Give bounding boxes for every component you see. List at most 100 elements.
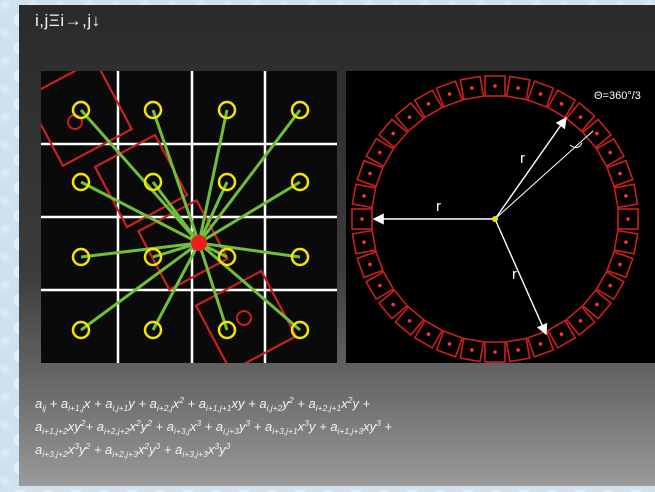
ring-patch-dot	[426, 332, 431, 336]
ring-patch-box	[435, 330, 464, 358]
spoke-line	[198, 241, 301, 332]
ring-patch-dot	[618, 262, 622, 267]
spoke-line	[80, 241, 200, 259]
ring-patch	[606, 250, 634, 279]
formula-term: y + a	[128, 396, 157, 411]
ring-patch-box	[606, 159, 634, 188]
formula-term: + a	[293, 396, 316, 411]
formula-subscript: i+1,j+3	[337, 426, 364, 436]
ring-patch	[565, 101, 596, 133]
ring-patch-box	[505, 337, 531, 363]
spoke-line	[79, 109, 201, 244]
ring-patch-box	[526, 80, 555, 108]
ring-patch-box	[613, 183, 639, 209]
spoke-line	[197, 109, 229, 244]
sample-point	[290, 172, 310, 192]
ring-patch-dot	[391, 302, 395, 307]
sample-point	[217, 100, 237, 120]
circular-sampling-diagram: Θ=360°/3 r r r	[346, 71, 655, 363]
sample-point	[217, 320, 237, 340]
ring-patch-dot	[378, 283, 382, 288]
spoke-line	[151, 242, 201, 331]
sample-point	[71, 172, 91, 192]
formula-exponent: 2	[288, 395, 294, 405]
angle-label: Θ=360°/3	[594, 90, 641, 102]
formula-subscript: i+3,j	[173, 426, 190, 436]
ring-patch-dot	[578, 115, 583, 119]
ring-patch-box	[565, 101, 596, 133]
formula-term: x	[137, 442, 145, 457]
formula-line: ai+3,j+2x3y2 + ai+2,j+3x2y3 + ai+3,j+3x3…	[35, 438, 645, 461]
ring-patch-box	[505, 75, 531, 101]
formula-exponent: 2	[85, 441, 91, 451]
ring-patch	[484, 75, 506, 97]
formula-term: x	[189, 419, 197, 434]
ring-patch-dot	[447, 342, 452, 346]
formula-exponent: 3	[74, 441, 79, 451]
formula-term: + a	[201, 419, 224, 434]
ring-patch-box	[459, 337, 485, 363]
spoke-line	[80, 241, 200, 332]
sample-point	[71, 100, 91, 120]
ring-patch-box	[546, 319, 577, 349]
formula-exponent: 2	[347, 395, 353, 405]
grid-sampling-diagram	[24, 58, 337, 373]
formula-term: y + a	[309, 419, 338, 434]
sample-point	[143, 100, 163, 120]
angle-guide-line	[494, 130, 594, 220]
ring-patch	[526, 330, 555, 358]
ring-patch-dot	[516, 348, 520, 352]
formula-line: aij + ai+1,jx + ai,j+1y + ai+2,jx2 + ai+…	[35, 392, 645, 415]
ring-patch	[459, 75, 485, 101]
ring-patch	[377, 118, 409, 149]
formula-exponent: 3	[304, 418, 309, 428]
spoke-line	[197, 242, 229, 331]
rotated-patch	[194, 269, 298, 373]
ring-patch	[351, 229, 377, 255]
ring-patch-dot	[626, 217, 630, 221]
formula-term: y	[282, 396, 289, 411]
ring-patch-dot	[407, 115, 412, 119]
spoke-line	[197, 109, 302, 244]
formula-term: y	[238, 419, 246, 434]
spoke-line	[80, 180, 200, 245]
ring-patch-box	[365, 137, 395, 168]
ring-patch-box	[613, 229, 639, 255]
ring-patch-dot	[407, 319, 412, 323]
formula-term: x	[129, 419, 136, 434]
formula-exponent: 3	[376, 418, 381, 428]
formula-term: a	[35, 442, 43, 457]
formula-subscript: i,j+2	[266, 403, 283, 413]
ring-patch-dot	[624, 194, 628, 198]
ring-patch	[526, 80, 555, 108]
ring-patch-dot	[624, 240, 628, 244]
ring-patch-dot	[618, 171, 622, 176]
formula-term: y	[149, 442, 156, 457]
formula-term: x	[172, 396, 180, 411]
formula-term: a	[35, 396, 43, 411]
ring-patch	[413, 319, 444, 349]
ring-patch	[394, 101, 425, 133]
formula-exponent: 3	[245, 418, 251, 428]
ring-patch-dot	[516, 86, 520, 90]
ring-patch	[365, 137, 395, 168]
ring-patch-box	[459, 75, 485, 101]
ring-patch-box	[484, 341, 506, 363]
sample-point	[143, 172, 163, 192]
ring-patch	[546, 89, 577, 119]
ring-patch-dot	[595, 302, 599, 307]
formula-term: xy + a	[231, 396, 267, 411]
ring-patch-box	[351, 208, 373, 230]
ring-patch-box	[565, 305, 596, 337]
ring-patch	[581, 289, 613, 320]
formula-subscript: i+3,j+3	[182, 449, 208, 459]
rotated-patch	[24, 58, 134, 168]
formula-subscript: i+2,j+3	[112, 449, 138, 459]
formula-term: y	[79, 442, 86, 457]
formula-term: x	[341, 396, 348, 411]
formula-subscript: i+1,j+1	[205, 403, 232, 413]
formula-exponent: 3	[225, 441, 231, 451]
ring-patch	[351, 208, 373, 230]
ring-patch	[546, 319, 577, 349]
ring-patch	[505, 337, 531, 363]
